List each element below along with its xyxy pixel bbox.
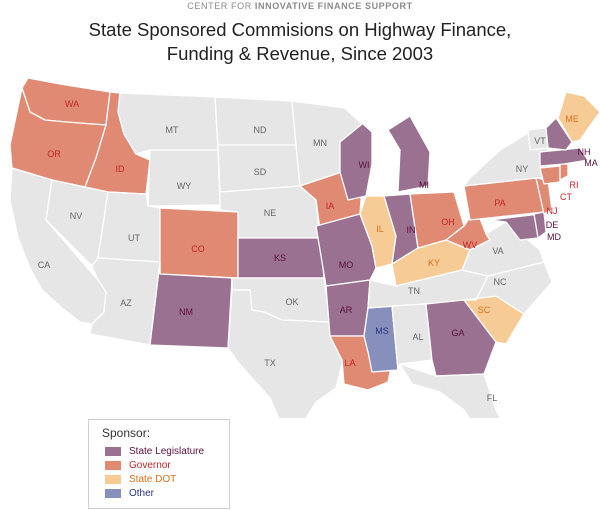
- legend-swatch-other: [105, 489, 121, 498]
- state-label-in: IN: [407, 225, 416, 235]
- state-md: [489, 213, 541, 241]
- state-fl: [399, 363, 502, 418]
- state-label-nc: NC: [494, 277, 507, 287]
- state-label-oh: OH: [441, 217, 455, 227]
- state-label-ny: NY: [516, 164, 529, 174]
- state-label-wa: WA: [65, 99, 79, 109]
- state-label-mo: MO: [339, 260, 354, 270]
- state-label-ne: NE: [264, 208, 277, 218]
- legend-label-state-legislature: State Legislature: [129, 446, 205, 457]
- legend-label-governor: Governor: [129, 460, 171, 471]
- organization-prefix: CENTER FOR: [187, 1, 252, 11]
- state-tx: [227, 289, 345, 418]
- state-co: [159, 207, 239, 279]
- state-label-nv: NV: [70, 211, 83, 221]
- state-label-ca: CA: [38, 260, 51, 270]
- state-label-va: VA: [492, 246, 503, 256]
- state-label-sd: SD: [254, 167, 267, 177]
- us-map: WA OR CA ID NV MT WY UT AZ CO NM ND SD NE KS OK TX MN IA MO…: [9, 78, 600, 418]
- state-nd: [214, 96, 297, 146]
- state-nm: [149, 261, 233, 349]
- state-label-vt: VT: [534, 136, 546, 146]
- legend-swatch-state-dot: [105, 475, 121, 484]
- state-label-ms: MS: [375, 326, 389, 336]
- state-label-id: ID: [116, 164, 126, 174]
- state-label-mn: MN: [313, 138, 327, 148]
- legend-label-other: Other: [129, 488, 155, 499]
- state-label-ky: KY: [428, 258, 440, 268]
- state-label-co: CO: [191, 244, 205, 254]
- state-de: [533, 211, 547, 239]
- state-label-pa: PA: [494, 198, 505, 208]
- state-label-al: AL: [412, 332, 423, 342]
- state-ct: [539, 165, 561, 185]
- state-label-mt: MT: [166, 125, 179, 135]
- state-label-ar: AR: [340, 305, 353, 315]
- state-label-wy: WY: [177, 181, 192, 191]
- organization-name: CENTER FOR INNOVATIVE FINANCE SUPPORT: [0, 1, 600, 11]
- state-label-az: AZ: [120, 298, 132, 308]
- state-wi: [339, 107, 373, 201]
- state-label-sc: SC: [478, 305, 491, 315]
- state-me: [557, 91, 600, 143]
- legend-swatch-state-legislature: [105, 447, 121, 456]
- organization-label: INNOVATIVE FINANCE SUPPORT: [254, 1, 413, 11]
- state-label-de: DE: [546, 220, 559, 230]
- state-label-tx: TX: [264, 358, 276, 368]
- state-label-ia: IA: [326, 201, 335, 211]
- state-label-wv: WV: [463, 240, 478, 250]
- header: CENTER FOR INNOVATIVE FINANCE SUPPORT St…: [0, 0, 600, 66]
- legend: Sponsor: State Legislature Governor Stat…: [88, 419, 230, 509]
- state-label-ok: OK: [285, 297, 298, 307]
- state-label-ri: RI: [570, 180, 579, 190]
- state-mi: [387, 115, 431, 193]
- state-label-md: MD: [547, 232, 561, 242]
- state-wy: [147, 149, 221, 207]
- state-label-or: OR: [47, 149, 61, 159]
- state-label-nd: ND: [254, 125, 267, 135]
- state-al: [391, 303, 433, 371]
- state-label-me: ME: [565, 114, 579, 124]
- state-nh: [545, 117, 573, 151]
- state-label-il: IL: [376, 224, 384, 234]
- state-ma: [539, 147, 589, 167]
- state-mt: [117, 92, 219, 155]
- map-title-line-1: State Sponsored Commisions on Highway Fi…: [88, 19, 512, 40]
- legend-label-state-dot: State DOT: [129, 474, 177, 485]
- state-label-la: LA: [344, 358, 355, 368]
- state-label-ks: KS: [274, 253, 286, 263]
- state-label-nj: NJ: [547, 206, 558, 216]
- legend-swatch-governor: [105, 461, 121, 470]
- state-label-ma: MA: [584, 158, 598, 168]
- state-ri: [559, 163, 569, 181]
- state-label-fl: FL: [487, 393, 498, 403]
- state-label-tn: TN: [408, 286, 420, 296]
- legend-title: Sponsor:: [102, 426, 151, 440]
- state-label-ct: CT: [560, 192, 572, 202]
- state-ca: [9, 167, 107, 325]
- state-label-wi: WI: [359, 160, 370, 170]
- state-label-nh: NH: [578, 147, 591, 157]
- state-label-mi: MI: [419, 180, 429, 190]
- state-label-ga: GA: [451, 328, 464, 338]
- state-label-nm: NM: [179, 307, 193, 317]
- map-title-line-2: Funding & Revenue, Since 2003: [166, 43, 434, 64]
- state-label-ut: UT: [128, 233, 140, 243]
